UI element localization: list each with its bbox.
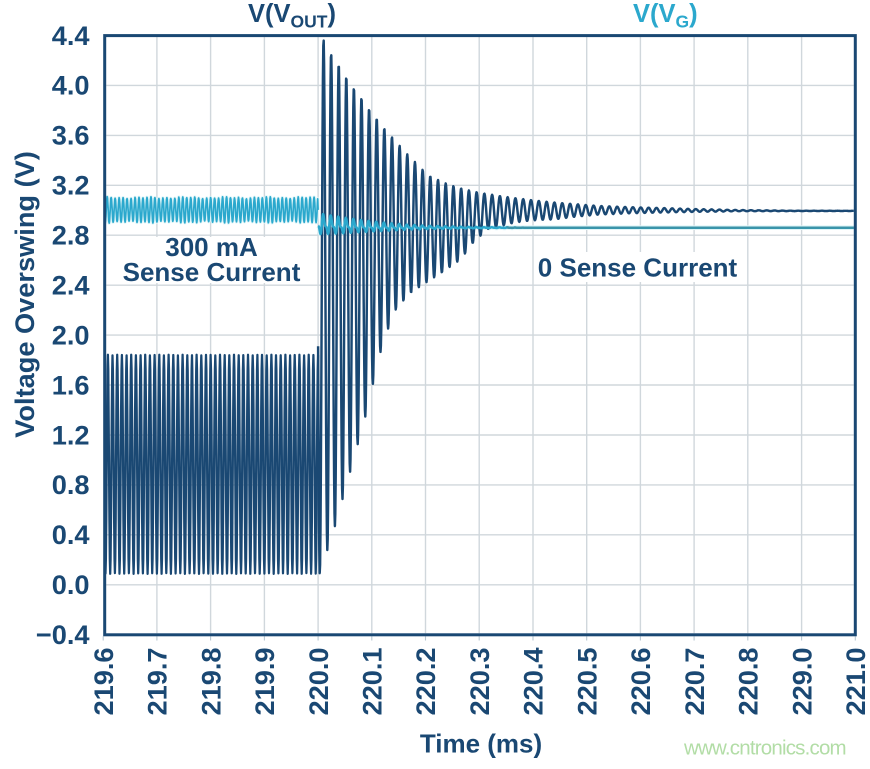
svg-text:1.2: 1.2 [52,419,90,450]
svg-text:219.9: 219.9 [249,647,280,715]
svg-text:4.4: 4.4 [52,20,90,51]
svg-text:Voltage Overswing (V): Voltage Overswing (V) [9,151,40,438]
svg-text:−0.4: −0.4 [36,619,90,650]
svg-text:3.2: 3.2 [52,170,90,201]
svg-text:220.4: 220.4 [518,647,549,715]
svg-text:220.8: 220.8 [733,647,764,715]
svg-text:219.7: 219.7 [142,647,173,715]
svg-text:0 Sense Current: 0 Sense Current [538,253,738,283]
svg-text:220.2: 220.2 [410,647,441,715]
svg-text:0.8: 0.8 [52,469,90,500]
svg-text:2.4: 2.4 [52,270,90,301]
svg-text:1.6: 1.6 [52,369,90,400]
svg-text:4.0: 4.0 [52,70,90,101]
svg-text:220.7: 220.7 [679,647,710,715]
svg-text:220.0: 220.0 [303,647,334,715]
svg-text:0.4: 0.4 [52,519,90,550]
svg-text:Time (ms): Time (ms) [420,729,542,759]
svg-text:220.6: 220.6 [625,647,656,715]
svg-text:www.cntronics.com: www.cntronics.com [683,737,846,760]
svg-text:0.0: 0.0 [52,569,90,600]
svg-text:2.8: 2.8 [52,220,90,251]
svg-text:219.6: 219.6 [88,647,119,715]
svg-text:220.3: 220.3 [464,647,495,715]
svg-text:229.0: 229.0 [786,647,817,715]
svg-text:2.0: 2.0 [52,319,90,350]
svg-text:219.8: 219.8 [195,647,226,715]
svg-text:300 mA: 300 mA [165,232,258,262]
svg-text:220.5: 220.5 [571,647,602,715]
svg-text:220.1: 220.1 [357,647,388,715]
svg-text:3.6: 3.6 [52,120,90,151]
svg-text:221.0: 221.0 [840,647,870,715]
svg-text:Sense Current: Sense Current [123,257,301,287]
